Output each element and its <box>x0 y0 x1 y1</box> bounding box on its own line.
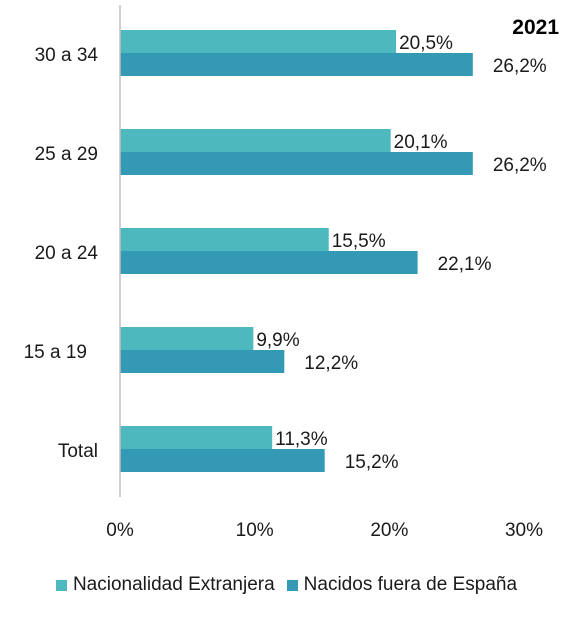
category-label-15-a-19: 15 a 19 <box>24 342 87 363</box>
x-tick-label-20: 20% <box>370 520 408 541</box>
legend: Nacionalidad Extranjera Nacidos fuera de… <box>0 574 573 596</box>
bar-nacionalidad-extranjera-20-a-24 <box>120 228 329 251</box>
category-label-30-a-34: 30 a 34 <box>35 45 99 66</box>
data-label-nacidos-fuera-de-espana-15-a-19: 12,2% <box>304 353 358 374</box>
bar-nacionalidad-extranjera-25-a-29 <box>120 129 391 152</box>
legend-item-nacidos-fuera-de-espana: Nacidos fuera de España <box>286 574 518 596</box>
bar-nacidos-fuera-de-espana-15-a-19 <box>120 350 285 373</box>
data-label-nacidos-fuera-de-espana-30-a-34: 26,2% <box>493 56 547 77</box>
bar-nacidos-fuera-de-espana-total <box>120 449 325 472</box>
legend-label-nacionalidad-extranjera: Nacionalidad Extranjera <box>72 574 275 595</box>
legend-swatch-nacionalidad-extranjera <box>55 579 67 591</box>
data-label-nacionalidad-extranjera-total: 11,3% <box>275 429 328 450</box>
category-label-25-a-29: 25 a 29 <box>35 144 98 165</box>
bars-group <box>120 30 473 472</box>
bar-nacidos-fuera-de-espana-30-a-34 <box>120 53 473 76</box>
legend-swatch-nacidos-fuera-de-espana <box>286 579 298 591</box>
data-label-nacionalidad-extranjera-20-a-24: 15,5% <box>332 231 386 252</box>
data-label-nacionalidad-extranjera-25-a-29: 20,1% <box>394 132 448 153</box>
bar-nacionalidad-extranjera-30-a-34 <box>120 30 397 53</box>
category-labels-group: 30 a 34 25 a 29 20 a 24 15 a 19 Total <box>24 45 99 462</box>
bar-nacidos-fuera-de-espana-25-a-29 <box>120 152 473 175</box>
x-tick-labels-group: 0% 10% 20% 30% <box>106 520 543 541</box>
data-label-nacidos-fuera-de-espana-20-a-24: 22,1% <box>438 254 492 275</box>
x-tick-label-30: 30% <box>505 520 543 541</box>
data-label-nacionalidad-extranjera-15-a-19: 9,9% <box>256 330 299 351</box>
chart-title: 2021 <box>512 16 559 39</box>
legend-label-nacidos-fuera-de-espana: Nacidos fuera de España <box>303 574 518 595</box>
x-tick-label-0: 0% <box>106 520 134 541</box>
data-labels-group: 20,5% 26,2% 20,1% 26,2% 15,5% 22,1% 9,9%12,2% 1… <box>256 33 546 473</box>
bar-nacionalidad-extranjera-total <box>120 426 273 449</box>
x-tick-label-10: 10% <box>236 520 274 541</box>
bar-nacidos-fuera-de-espana-20-a-24 <box>120 251 418 274</box>
legend-item-nacionalidad-extranjera: Nacionalidad Extranjera <box>55 574 275 596</box>
bar-nacionalidad-extranjera-15-a-19 <box>120 327 254 350</box>
data-label-nacionalidad-extranjera-30-a-34: 20,5% <box>399 33 453 54</box>
data-label-nacidos-fuera-de-espana-total: 15,2% <box>345 452 399 473</box>
data-label-nacidos-fuera-de-espana-25-a-29: 26,2% <box>493 155 547 176</box>
category-label-total: Total <box>58 441 98 462</box>
category-label-20-a-24: 20 a 24 <box>35 243 99 264</box>
